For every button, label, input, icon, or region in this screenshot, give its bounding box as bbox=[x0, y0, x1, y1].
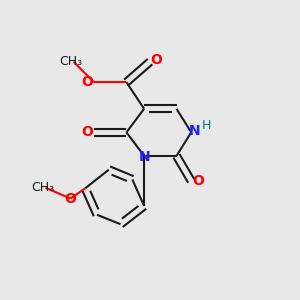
Text: O: O bbox=[151, 53, 162, 67]
Text: H: H bbox=[202, 119, 211, 132]
Text: O: O bbox=[82, 125, 94, 139]
Text: CH₃: CH₃ bbox=[59, 55, 82, 68]
Text: CH₃: CH₃ bbox=[31, 181, 54, 194]
Text: O: O bbox=[192, 174, 204, 188]
Text: N: N bbox=[138, 150, 150, 164]
Text: O: O bbox=[64, 192, 76, 206]
Text: N: N bbox=[188, 124, 200, 138]
Text: O: O bbox=[82, 75, 94, 89]
